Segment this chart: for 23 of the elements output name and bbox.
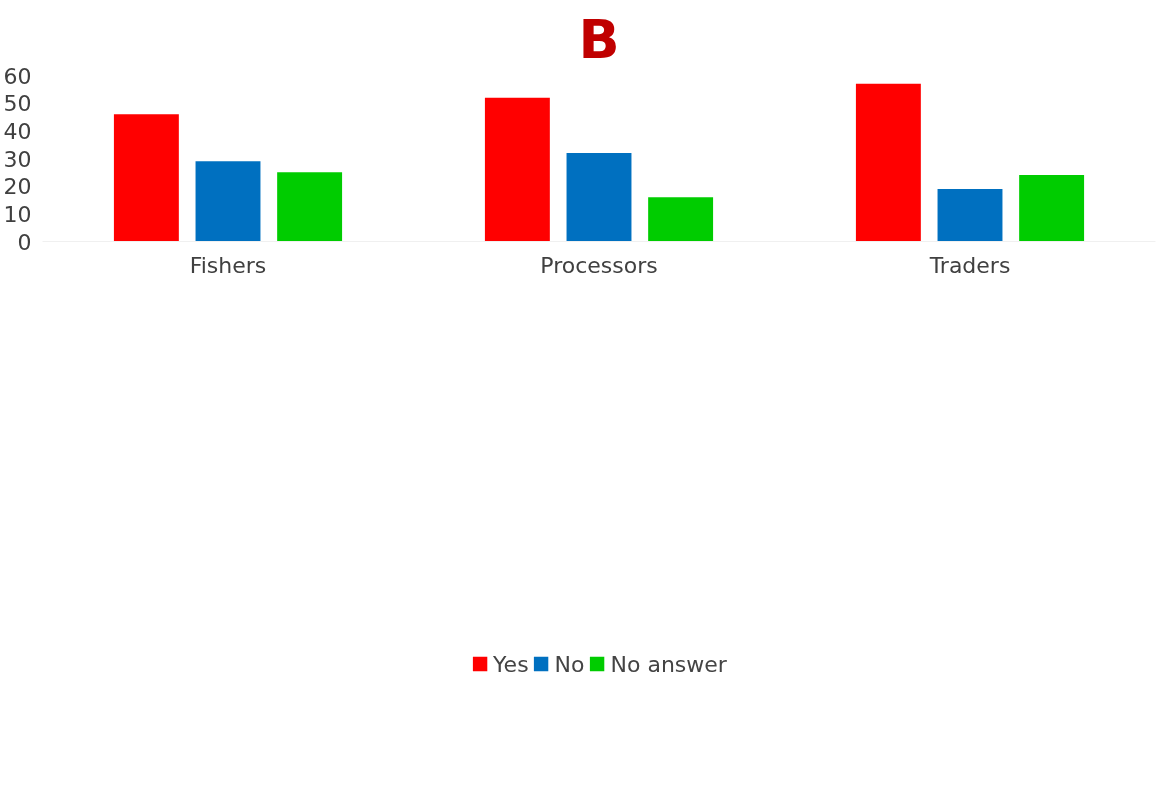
bar [195, 161, 261, 242]
bar [277, 172, 343, 242]
y-tick-label: 10 [3, 201, 32, 227]
y-tick-label: 50 [3, 91, 32, 117]
legend-label: No [554, 651, 585, 677]
bar [113, 114, 179, 242]
bar [855, 83, 921, 242]
bar [484, 97, 550, 242]
chart-title: B [578, 7, 620, 71]
x-tick-label: Fishers [189, 252, 267, 278]
bar [1019, 175, 1085, 242]
y-tick-label: 40 [3, 118, 32, 144]
bar [648, 197, 714, 242]
legend-label: Yes [493, 651, 529, 677]
x-tick-label: Processors [540, 252, 658, 278]
bar [566, 152, 632, 242]
y-tick-label: 30 [3, 146, 32, 172]
y-tick-label: 20 [3, 174, 32, 200]
bar [937, 188, 1003, 242]
x-tick-label: Traders [928, 252, 1011, 278]
legend-label: No answer [610, 651, 727, 677]
y-tick-label: 0 [17, 229, 32, 255]
y-tick-label: 60 [3, 63, 32, 89]
